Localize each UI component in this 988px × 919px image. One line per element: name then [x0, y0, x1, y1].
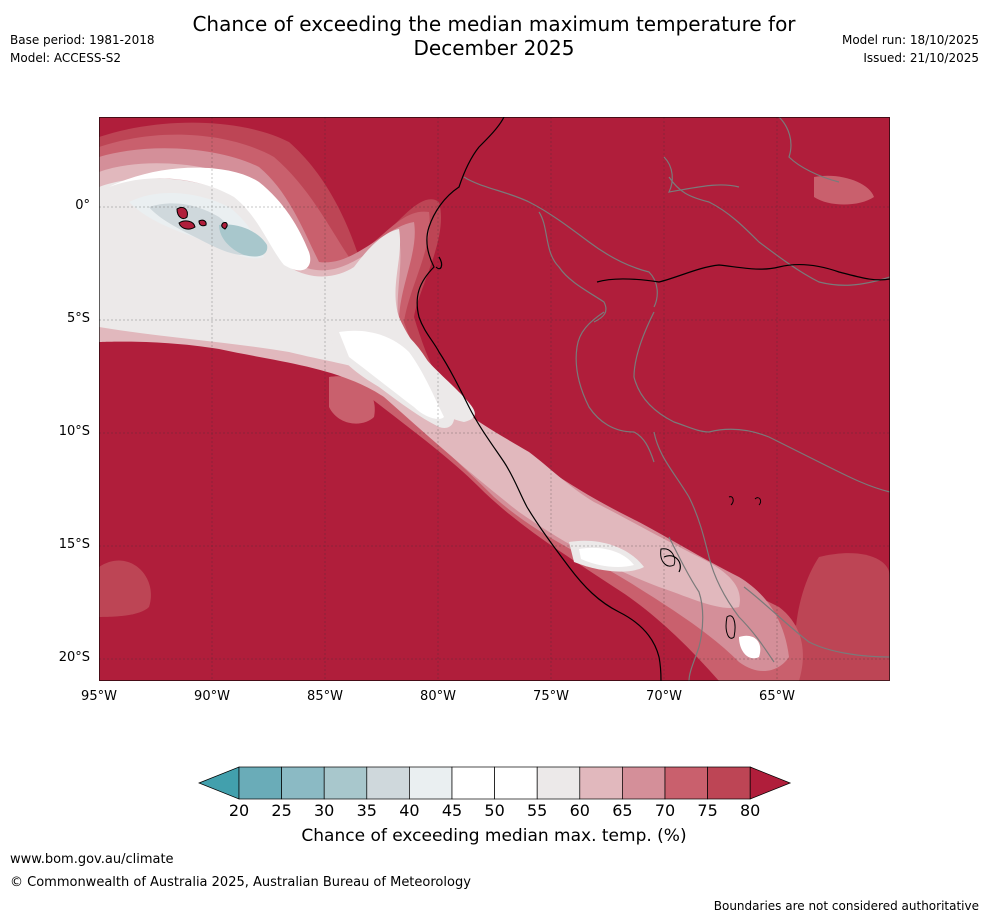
colorbar-tick-label: 70 — [654, 801, 676, 820]
chart-title: Chance of exceeding the median maximum t… — [0, 12, 988, 60]
colorbar-arrow-high — [749, 766, 792, 800]
colorbar-segment — [494, 766, 538, 800]
colorbar-tick-label: 45 — [441, 801, 463, 820]
footer-copyright: © Commonwealth of Australia 2025, Austra… — [10, 875, 471, 890]
lon-label-95w: 95°W — [81, 689, 117, 704]
colorbar-tick-label: 75 — [697, 801, 718, 820]
lon-label-80w: 80°W — [420, 689, 456, 704]
colorbar-segment — [622, 766, 666, 800]
colorbar-tick-label: 65 — [612, 801, 633, 820]
lat-label-5s: 5°S — [66, 311, 90, 326]
colorbar-segment — [451, 766, 495, 800]
colorbar-tick-label: 60 — [569, 801, 590, 820]
colorbar-tick-label: 80 — [740, 801, 761, 820]
coastlines — [416, 117, 890, 681]
colorbar-segment — [238, 766, 282, 800]
colorbar-tick-label: 55 — [527, 801, 548, 820]
contour-50-coast — [339, 330, 444, 419]
galapagos-islands — [176, 206, 228, 230]
lon-label-75w: 75°W — [533, 689, 569, 704]
colorbar-segment — [281, 766, 325, 800]
forecast-map — [99, 117, 890, 681]
footer-url[interactable]: www.bom.gov.au/climate — [10, 852, 174, 867]
map-frame — [99, 117, 890, 681]
contour-75-patch-right — [795, 553, 890, 681]
colorbar-tick-label: 40 — [399, 801, 420, 820]
colorbar-arrow-low — [198, 766, 240, 800]
colorbar-tick-label: 50 — [484, 801, 505, 820]
colorbar — [198, 766, 792, 800]
title-line-1: Chance of exceeding the median maximum t… — [192, 12, 796, 36]
colorbar-segment — [536, 766, 581, 800]
lat-label-15s: 15°S — [58, 537, 90, 552]
contour-70-patch-ne — [814, 175, 874, 205]
footer-note: Boundaries are not considered authoritat… — [713, 899, 979, 913]
title-line-2: December 2025 — [413, 36, 575, 60]
contour-35 — [219, 224, 268, 257]
colorbar-segment — [579, 766, 623, 800]
country-borders — [463, 117, 890, 681]
lat-label-0: 0° — [75, 198, 90, 213]
lon-label-65w: 65°W — [759, 689, 795, 704]
lat-label-10s: 10°S — [58, 424, 90, 439]
colorbar-segment — [664, 766, 708, 800]
meta-left: Base period: 1981-2018 Model: ACCESS-S2 — [10, 31, 155, 67]
contour-75-patch-left — [99, 560, 151, 617]
contour-50-patch-south — [579, 547, 634, 567]
colorbar-tick-label: 20 — [228, 801, 250, 820]
lon-label-85w: 85°W — [307, 689, 343, 704]
colorbar-segment — [409, 766, 453, 800]
model-run-text: Model run: 18/10/2025 — [841, 33, 979, 47]
base-period-text: Base period: 1981-2018 — [10, 33, 155, 47]
colorbar-segment — [323, 766, 368, 800]
lat-label-20s: 20°S — [58, 650, 90, 665]
lon-label-70w: 70°W — [646, 689, 682, 704]
issued-text: Issued: 21/10/2025 — [863, 51, 979, 65]
model-text: Model: ACCESS-S2 — [10, 51, 122, 65]
colorbar-segments — [198, 766, 792, 800]
meta-right: Model run: 18/10/2025 Issued: 21/10/2025 — [842, 31, 979, 67]
colorbar-tick-label: 35 — [356, 801, 377, 820]
contour-40 — [149, 203, 249, 256]
colorbar-segment — [707, 766, 751, 800]
contour-70-patch-sw — [329, 376, 375, 424]
contour-50 — [109, 167, 311, 271]
lakes — [660, 496, 762, 639]
colorbar-segment — [366, 766, 410, 800]
colorbar-tick-label: 30 — [314, 801, 335, 820]
contour-50-patch-se — [739, 635, 761, 659]
lon-label-90w: 90°W — [194, 689, 230, 704]
colorbar-tick-label: 25 — [271, 801, 292, 820]
colorbar-label: Chance of exceeding median max. temp. (%… — [301, 826, 687, 846]
